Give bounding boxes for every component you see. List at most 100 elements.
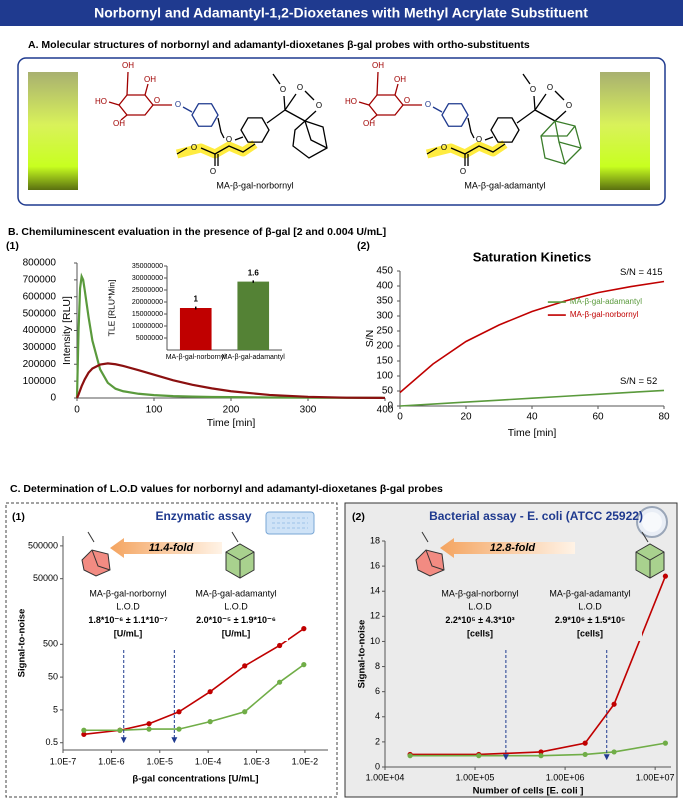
ring (240, 117, 270, 143)
bond (108, 101, 120, 106)
data-point (176, 726, 182, 732)
data-point (538, 753, 544, 759)
y-tick-label: 500 (43, 639, 58, 649)
series-line (75, 272, 386, 400)
atom-label: OH (113, 119, 125, 128)
data-point (81, 731, 87, 737)
lod-text: [U/mL] (114, 628, 143, 638)
y-tick-label: 500000 (28, 540, 58, 550)
bond (284, 93, 297, 111)
lod-text: MA-β-gal-adamantyl (549, 588, 630, 598)
atom-label: O (210, 167, 216, 176)
y-tick-label: 200 (376, 341, 393, 352)
chart-title: Enzymatic assay (155, 509, 251, 523)
atom-label: O (280, 85, 286, 94)
y-tick-label: 5000000 (136, 335, 163, 342)
bond (558, 141, 566, 165)
y-tick-label: 50 (48, 671, 58, 681)
x-tick-label: 0 (397, 412, 403, 423)
data-point (476, 753, 482, 759)
bond (304, 110, 317, 122)
y-tick-label: 600000 (23, 291, 57, 302)
lod-text: L.O.D (116, 602, 140, 612)
y-tick-label: 0.5 (45, 737, 58, 747)
y-tick-label: 450 (376, 266, 393, 277)
x-tick-label: 1.0E-3 (243, 756, 270, 766)
fold-label: 11.4-fold (149, 542, 194, 554)
y-tick-label: 10000000 (132, 323, 163, 330)
adamantane-icon (635, 531, 665, 579)
x-tick-label: 20 (460, 412, 472, 423)
atom-label: OH (363, 119, 375, 128)
lod-text: MA-β-gal-norbornyl (441, 588, 518, 598)
y-tick-label: 100000 (23, 376, 57, 387)
atom-label: O (530, 85, 536, 94)
y-tick-label: 400 (376, 281, 393, 292)
annotation-bg (184, 587, 288, 641)
icon-line (641, 531, 649, 543)
bond (358, 101, 370, 106)
y-tick-label: 300 (376, 311, 393, 322)
x-tick-label: 0 (74, 405, 80, 416)
x-tick-label: 200 (223, 405, 240, 416)
ring (191, 103, 219, 127)
y-tick-label: 4 (375, 711, 380, 721)
data-point (176, 709, 182, 715)
y-axis-label: TLE [RLU*Min] (106, 280, 116, 337)
data-point (277, 679, 283, 685)
atom-label: O (547, 83, 553, 92)
molecule: OH OH HO OH O O O O O O O O MA-β-gal-adamantyl (345, 61, 582, 190)
icon-line (421, 531, 429, 543)
data-point (582, 751, 588, 758)
bond (533, 95, 536, 111)
ring (490, 117, 520, 143)
series-line (399, 280, 665, 394)
data-point (407, 753, 413, 759)
y-tick-label: 18 (370, 535, 380, 545)
x-tick-label: 60 (592, 412, 604, 423)
y-tick-label: 0 (50, 393, 56, 404)
y-axis-label: Signal-to-noise (17, 609, 28, 678)
bar-label: 1 (194, 295, 199, 304)
y-tick-label: 5 (53, 704, 58, 714)
bond (182, 106, 193, 113)
panel-label: (2) (352, 511, 365, 523)
legend-label: MA-β-gal-norbornyl (570, 310, 639, 319)
section-title: A. Molecular structures of norbornyl and… (28, 39, 530, 51)
data-point (146, 726, 152, 732)
lod-text: [U/mL] (222, 628, 251, 638)
x-axis-label: Time [min] (508, 427, 557, 439)
data-point (301, 626, 307, 632)
atom-label: HO (95, 97, 107, 106)
annotation-bg (538, 587, 642, 641)
lod-text: L.O.D (468, 602, 492, 612)
x-tick-label: 400 (377, 405, 394, 416)
bond (272, 73, 281, 85)
y-tick-label: 50 (382, 386, 394, 397)
y-axis-label: Intensity [RLU] (61, 296, 73, 365)
norbornane-icon (415, 531, 445, 577)
bond (126, 71, 129, 96)
icon-line (231, 531, 239, 543)
molecule-name: MA-β-gal-norbornyl (216, 180, 293, 190)
chart-title: Saturation Kinetics (473, 249, 591, 264)
x-tick-label: MA-β-gal-adamantyl (222, 354, 286, 361)
bond (534, 109, 556, 122)
atom-label: OH (372, 61, 384, 70)
x-tick-label: 1.0E-2 (292, 756, 319, 766)
atom-label: O (191, 143, 197, 152)
series-line (75, 362, 386, 400)
y-tick-label: 25000000 (132, 287, 163, 294)
chart-title: Bacterial assay - E. coli (ATCC 25922) (429, 509, 643, 523)
bond (284, 109, 306, 122)
y-tick-label: 20000000 (132, 299, 163, 306)
atom-label: O (425, 100, 431, 109)
series-line (410, 742, 666, 757)
bond (200, 143, 256, 155)
bond (432, 106, 443, 113)
bond (516, 109, 536, 124)
atom-label: O (460, 167, 466, 176)
y-tick-label: 300000 (23, 342, 57, 353)
lod-text: L.O.D (224, 602, 248, 612)
data-point (207, 689, 213, 695)
